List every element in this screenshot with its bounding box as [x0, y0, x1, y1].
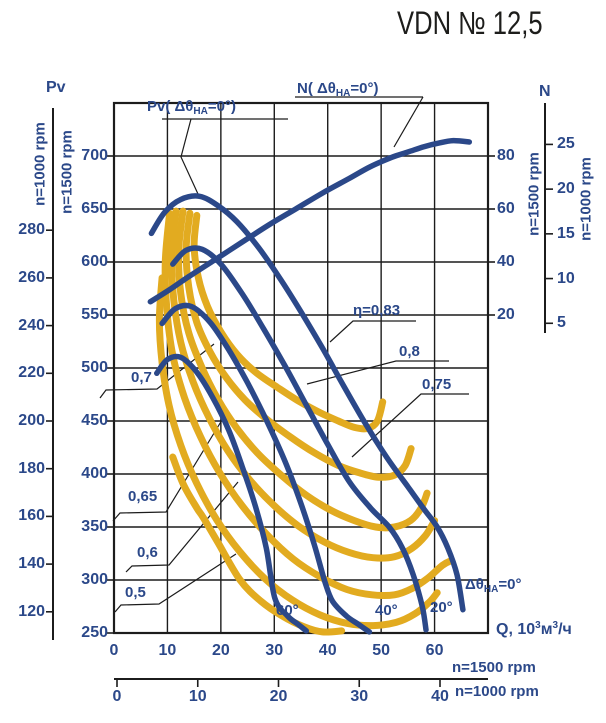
left-inner-tick-label: 450	[81, 412, 108, 429]
left-outer-tick-label: 120	[18, 602, 45, 620]
left-inner-tick-label: 400	[81, 465, 108, 482]
left-inner-tick-label: 500	[81, 359, 108, 376]
efficiency-label-065: 0,65	[128, 488, 158, 505]
right-outer-unit-label: n=1000 rpm	[577, 157, 595, 241]
efficiency-curve-eta-0.65	[161, 209, 455, 600]
bottom-secondary-tick-label: 30	[350, 688, 369, 705]
bottom-main-tick-label: 40	[318, 642, 337, 659]
right-inner-tick-label: 20	[497, 306, 515, 323]
annotation-leader-line	[393, 96, 424, 148]
bottom-main-tick-label: 10	[158, 642, 177, 659]
bottom-main-unit-label: n=1500 rpm	[452, 659, 536, 676]
pv-curve-label: Pv( ΔθHA=0°)	[147, 98, 236, 117]
efficiency-curve-eta-0.7	[168, 207, 439, 562]
efficiency-curve-eta-0.83	[190, 211, 387, 433]
left-outer-tick-label: 200	[18, 412, 45, 429]
left-outer-tick-label: 280	[18, 221, 45, 239]
left-inner-tick-label: 550	[81, 306, 108, 323]
left-inner-tick-label: 700	[81, 147, 108, 164]
right-outer-tick-label: 5	[557, 314, 566, 332]
right-axis-title: N	[539, 83, 551, 100]
efficiency-label-07: 0,7	[131, 369, 152, 386]
pressure-curve-0°	[148, 193, 466, 613]
left-inner-tick-label: 600	[81, 253, 108, 270]
efficiency-curve-eta-0.75	[175, 207, 431, 532]
left-outer-tick-label: 140	[18, 555, 45, 573]
left-inner-tick-label: 650	[81, 200, 108, 217]
bottom-secondary-tick-label: 40	[431, 688, 449, 705]
vane-angle-0-label: ΔθHA=0°	[465, 576, 522, 595]
left-outer-tick-label: 160	[18, 507, 45, 525]
efficiency-label-075: 0,75	[422, 376, 452, 393]
efficiency-label-06: 0,6	[137, 544, 158, 561]
vane-angle-60-label: 60°	[276, 602, 299, 619]
right-outer-tick-label: 10	[557, 269, 575, 287]
vane-angle-20-label: 20°	[430, 599, 453, 616]
left-axis-title: Pv	[46, 79, 66, 96]
annotation-leader-line	[180, 118, 199, 195]
power-curve	[147, 137, 473, 305]
pressure-curve-60°	[153, 353, 310, 634]
bottom-main-tick-label: 30	[265, 642, 284, 659]
right-inner-tick-label: 80	[497, 147, 515, 164]
annotation-leader-line	[114, 553, 237, 613]
right-inner-tick-label: 60	[497, 200, 515, 217]
power-curve-label: N( ΔθHA=0°)	[297, 80, 379, 99]
bottom-main-tick-label: 60	[425, 642, 444, 659]
pressure-curve-40°	[159, 302, 373, 635]
bottom-main-tick-label: 50	[372, 642, 391, 659]
flow-axis-label: Q, 103м3/ч	[496, 620, 572, 638]
left-outer-tick-label: 180	[18, 459, 45, 477]
efficiency-label-05: 0,5	[125, 584, 146, 601]
bottom-secondary-unit-label: n=1000 rpm	[455, 683, 539, 700]
right-outer-tick-label: 15	[557, 224, 575, 242]
bottom-main-tick-label: 20	[211, 642, 230, 659]
annotation-leader-line	[329, 320, 416, 343]
right-outer-tick-label: 25	[557, 135, 575, 153]
efficiency-label-083: η=0,83	[353, 302, 401, 319]
left-outer-tick-label: 260	[18, 268, 45, 286]
bottom-secondary-tick-label: 10	[188, 688, 207, 705]
bottom-main-tick-label: 0	[109, 642, 119, 659]
efficiency-label-08: 0,8	[399, 343, 420, 360]
left-inner-tick-label: 300	[81, 571, 108, 588]
right-inner-tick-label: 40	[497, 253, 515, 270]
right-inner-unit-label: n=1500 rpm	[525, 152, 543, 236]
left-outer-unit-label: n=1000 rpm	[31, 122, 49, 206]
bottom-secondary-tick-label: 20	[269, 688, 288, 705]
page-title: VDN № 12,5	[397, 5, 543, 41]
bottom-secondary-tick-label: 0	[112, 688, 122, 705]
efficiency-curve-eta-0.5	[169, 453, 346, 636]
left-outer-tick-label: 220	[18, 364, 45, 382]
right-outer-tick-label: 20	[557, 180, 575, 198]
vane-angle-40-label: 40°	[375, 602, 398, 619]
pressure-curve-20°	[170, 245, 429, 633]
left-inner-tick-label: 350	[81, 518, 108, 535]
left-outer-tick-label: 240	[18, 316, 45, 334]
efficiency-curve-eta-0.6	[155, 274, 441, 630]
annotation-leader-line	[112, 419, 223, 522]
left-inner-tick-label: 250	[81, 624, 108, 641]
